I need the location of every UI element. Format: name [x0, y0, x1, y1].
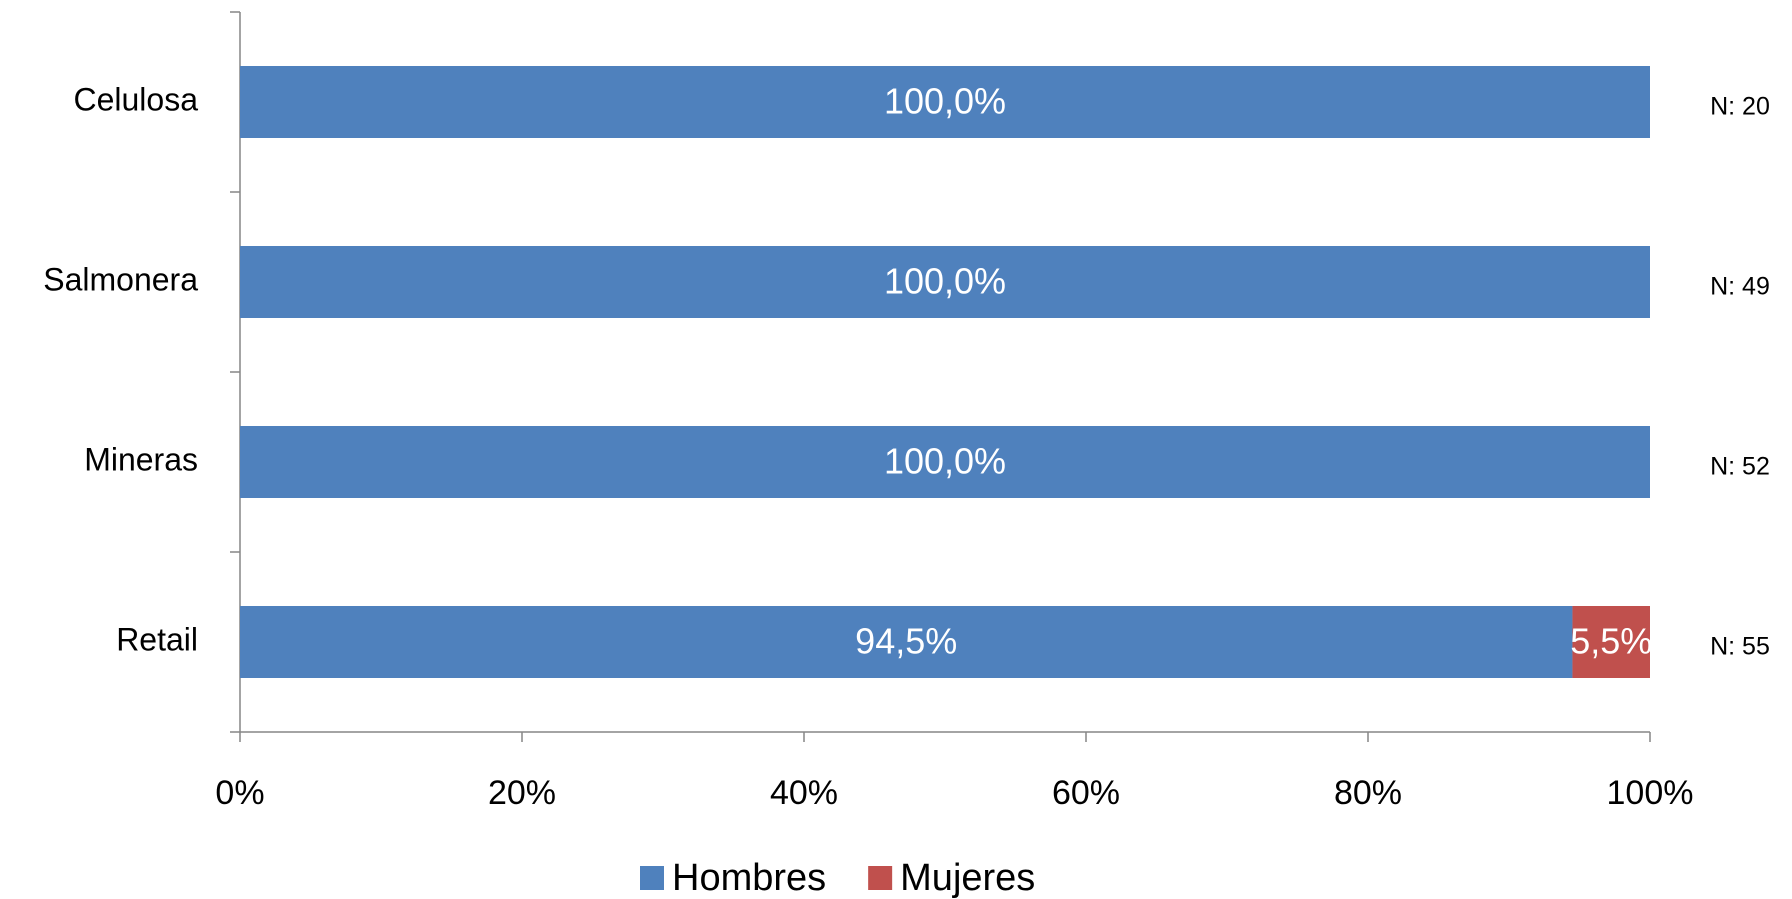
- value-label: 5,5%: [1570, 621, 1652, 662]
- category-label: Salmonera: [43, 261, 198, 297]
- category-label: Celulosa: [73, 81, 198, 117]
- legend-label: Hombres: [672, 857, 826, 899]
- value-label: 100,0%: [884, 261, 1006, 302]
- legend-swatch: [868, 866, 893, 890]
- x-tick-label: 20%: [488, 774, 556, 812]
- value-label: 100,0%: [884, 81, 1006, 122]
- x-tick-label: 80%: [1334, 774, 1402, 812]
- annotation: N: 20: [1710, 93, 1770, 121]
- annotation: N: 52: [1710, 453, 1770, 481]
- legend-label: Mujeres: [900, 857, 1035, 899]
- annotation: N: 49: [1710, 273, 1770, 301]
- bar-segment: [240, 246, 1650, 318]
- bar-segment: [1572, 606, 1650, 678]
- value-label: 94,5%: [855, 621, 957, 662]
- x-tick-label: 60%: [1052, 774, 1120, 812]
- bar-segment: [240, 606, 1573, 678]
- x-tick-label: 40%: [770, 774, 838, 812]
- x-tick-label: 0%: [215, 774, 264, 812]
- category-label: Mineras: [84, 441, 198, 477]
- annotation: N: 55: [1710, 633, 1770, 661]
- x-tick-label: 100%: [1607, 774, 1694, 812]
- value-label: 100,0%: [884, 441, 1006, 482]
- legend-swatch: [640, 866, 664, 890]
- bar-segment: [240, 426, 1650, 498]
- bar-segment: [240, 66, 1650, 138]
- category-label: Retail: [116, 621, 198, 657]
